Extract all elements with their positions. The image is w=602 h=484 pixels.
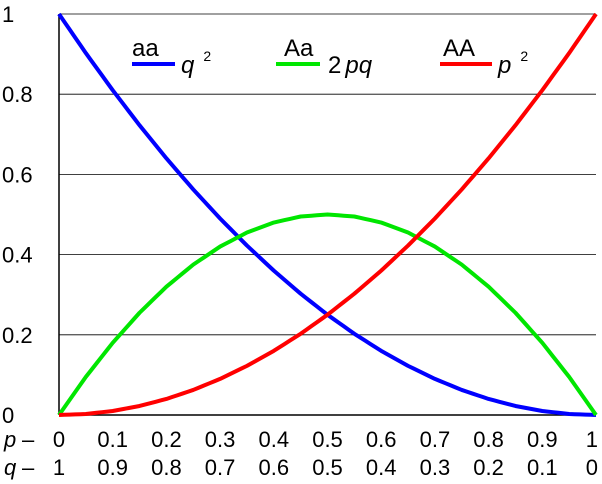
series-layer (57, 12, 598, 417)
legend-expression: 2 pq (328, 52, 373, 79)
x-tick-label: 0.3 (420, 455, 451, 480)
x-tick-label: 0.8 (151, 455, 182, 480)
x-tick-label: 0.1 (97, 427, 128, 452)
x-tick-label: 0.1 (527, 455, 558, 480)
x-tick-label: 0.9 (97, 455, 128, 480)
x-tick-label: 0.8 (473, 427, 504, 452)
x-tick-label: 0.9 (527, 427, 558, 452)
x-tick-label: 0.7 (205, 455, 236, 480)
x-tick-label: 0.5 (312, 455, 343, 480)
x-tick-label: 0 (586, 455, 598, 480)
x-tick-label: 0.3 (205, 427, 236, 452)
x-row-var-q: q (4, 455, 17, 480)
legend-genotype: Aa (284, 35, 314, 62)
x-tick-label: 0.5 (312, 427, 343, 452)
series-line-aa (58, 12, 598, 417)
axes (58, 14, 596, 416)
x-tick-label: 0.6 (259, 455, 290, 480)
legend: aa q 2 Aa 2 pq AA p 2 (132, 35, 528, 79)
x-tick-label: 0.6 (366, 427, 397, 452)
x-tick-label: 0.4 (366, 455, 397, 480)
y-tick-labels: 0 0.2 0.4 0.6 0.8 1 (2, 2, 33, 428)
x-row-var-p: p (3, 427, 16, 452)
y-tick-label: 0.4 (2, 243, 33, 268)
x-tick-label: 0.2 (151, 427, 182, 452)
x-tick-label: 0.7 (420, 427, 451, 452)
x-tick-label: 0 (53, 427, 65, 452)
x-row-dash: – (22, 427, 35, 452)
x-tick-labels: p –0 0.1 0.2 0.3 0.4 0.5 0.6 0.7 0.8 0.9 1q –1 0.9 0.8… (3, 427, 598, 480)
x-tick-label: 0.4 (259, 427, 290, 452)
series-line-aa (57, 212, 598, 417)
legend-item-aa: AA p 2 (440, 35, 528, 79)
x-tick-label: 1 (53, 455, 65, 480)
legend-item-aa: Aa 2 pq (276, 35, 373, 79)
y-tick-label: 0.6 (2, 162, 33, 187)
y-tick-label: 0.8 (2, 82, 33, 107)
legend-item-aa: aa q 2 (132, 35, 211, 79)
y-tick-label: 1 (2, 2, 14, 27)
legend-genotype: aa (132, 35, 159, 62)
x-tick-label: 0.2 (473, 455, 504, 480)
x-row-dash: – (22, 455, 35, 480)
y-tick-label: 0 (2, 403, 14, 428)
y-tick-label: 0.2 (2, 323, 33, 348)
grid-lines (59, 13, 596, 336)
x-tick-label: 1 (586, 427, 598, 452)
legend-genotype: AA (443, 35, 475, 62)
